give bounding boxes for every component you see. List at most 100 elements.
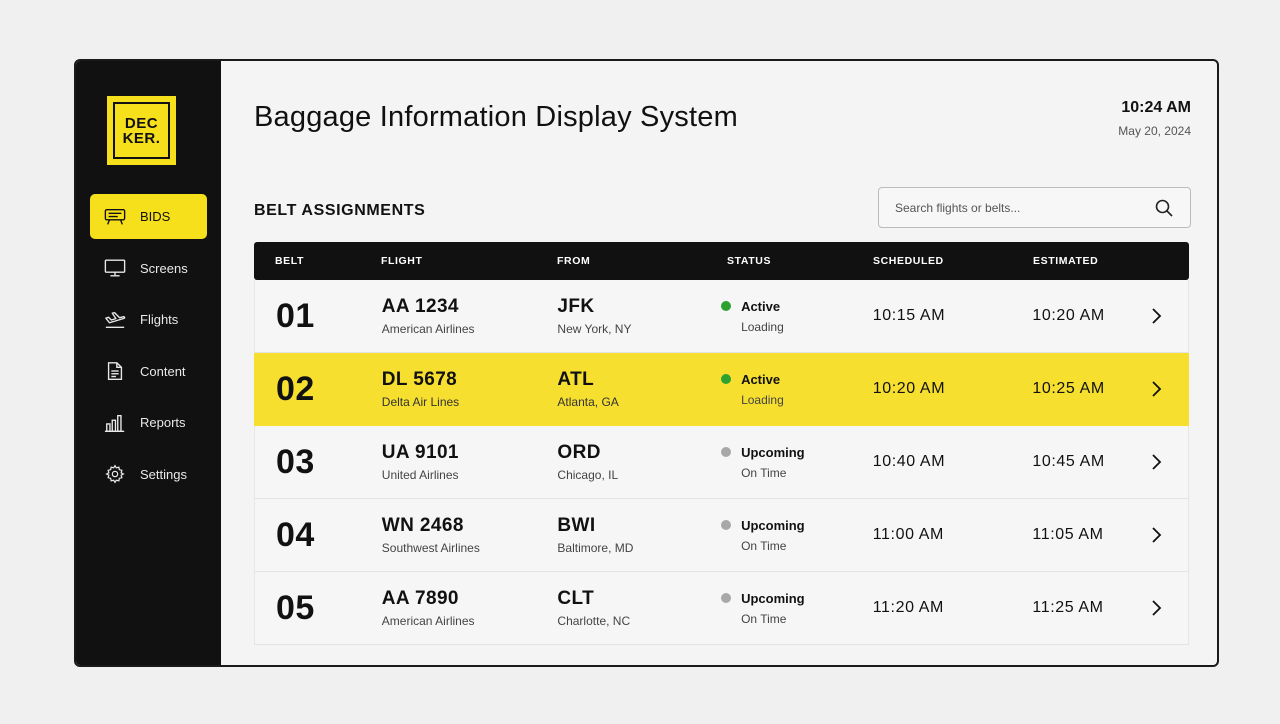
origin-code: ORD: [557, 442, 601, 463]
origin-code: CLT: [557, 588, 595, 609]
airline-name: American Airlines: [381, 614, 475, 628]
sidebar: DEC KER. BIDS Screens Flights: [76, 61, 221, 665]
status-detail: On Time: [741, 611, 787, 626]
logo-mark: DEC KER.: [113, 102, 170, 159]
sidebar-item-label: BIDS: [140, 209, 171, 224]
airline-name: United Airlines: [381, 468, 459, 482]
flight-number: AA 1234: [381, 296, 459, 317]
estimated-time: 10:45 AM: [1032, 453, 1105, 470]
chevron-right-icon[interactable]: [1123, 307, 1188, 325]
origin-city: Atlanta, GA: [557, 395, 619, 409]
sidebar-item-settings[interactable]: Settings: [90, 452, 207, 497]
display-board-icon: [103, 206, 127, 228]
estimated-time: 11:05 AM: [1032, 526, 1104, 543]
sidebar-nav: BIDS Screens Flights Content: [90, 194, 207, 503]
search-input[interactable]: [879, 199, 1154, 216]
sidebar-item-flights[interactable]: Flights: [90, 297, 207, 342]
column-header-scheduled[interactable]: SCHEDULED: [873, 255, 944, 267]
chevron-right-icon[interactable]: [1123, 453, 1188, 471]
chevron-right-icon[interactable]: [1123, 380, 1188, 398]
sidebar-item-bids[interactable]: BIDS: [90, 194, 207, 239]
status-detail: Loading: [741, 319, 784, 334]
estimated-time: 10:25 AM: [1032, 380, 1105, 397]
origin-city: Charlotte, NC: [557, 614, 631, 628]
status-dot: [721, 593, 732, 603]
status-dot: [721, 447, 732, 457]
status-label: Upcoming: [741, 590, 805, 606]
flight-number: WN 2468: [381, 515, 464, 536]
status-detail: On Time: [741, 538, 787, 553]
search-icon[interactable]: [1154, 198, 1174, 218]
chevron-right-icon[interactable]: [1123, 599, 1188, 617]
origin-city: New York, NY: [557, 322, 632, 336]
column-header-from[interactable]: FROM: [557, 255, 591, 267]
sidebar-item-label: Screens: [140, 260, 188, 276]
status-dot: [721, 301, 732, 311]
belt-number: 02: [276, 369, 315, 408]
status-label: Active: [741, 298, 781, 314]
sidebar-item-content[interactable]: Content: [90, 349, 207, 394]
sidebar-item-label: Settings: [140, 466, 187, 482]
belt-number: 03: [276, 442, 315, 481]
estimated-time: 11:25 AM: [1032, 599, 1104, 616]
status-label: Upcoming: [741, 517, 805, 533]
airline-name: Southwest Airlines: [381, 541, 480, 555]
status-detail: On Time: [741, 465, 787, 480]
origin-code: ATL: [557, 369, 595, 390]
origin-code: JFK: [557, 296, 595, 317]
origin-city: Chicago, IL: [557, 468, 619, 482]
logo-text-line2: KER.: [122, 129, 161, 147]
status-dot: [721, 520, 732, 530]
monitor-icon: [103, 257, 127, 279]
decker-logo[interactable]: DEC KER.: [107, 96, 176, 165]
status-detail: Loading: [741, 392, 784, 407]
belt-assignments-table: BELT FLIGHT FROM STATUS SCHEDULED ESTIMA…: [254, 242, 1189, 645]
scheduled-time: 10:40 AM: [872, 453, 946, 470]
belt-number: 04: [276, 515, 315, 554]
status-label: Active: [741, 371, 781, 387]
scheduled-time: 10:15 AM: [872, 307, 946, 324]
airline-name: American Airlines: [381, 322, 475, 336]
origin-city: Baltimore, MD: [557, 541, 634, 555]
page-title: Baggage Information Display System: [254, 101, 738, 133]
table-header: BELT FLIGHT FROM STATUS SCHEDULED ESTIMA…: [254, 242, 1189, 280]
airplane-landing-icon: [103, 309, 127, 331]
sidebar-item-label: Reports: [140, 415, 186, 430]
airline-name: Delta Air Lines: [381, 395, 460, 409]
sidebar-item-label: Content: [140, 363, 186, 379]
table-row[interactable]: 01 AA 1234 American Airlines JFK New Yor…: [254, 280, 1189, 353]
search-box: [878, 187, 1191, 228]
sidebar-item-label: Flights: [140, 312, 179, 327]
column-header-flight[interactable]: FLIGHT: [381, 255, 423, 267]
status-dot: [721, 374, 732, 384]
estimated-time: 10:20 AM: [1032, 307, 1105, 324]
table-row[interactable]: 05 AA 7890 American Airlines CLT Charlot…: [254, 572, 1189, 645]
origin-code: BWI: [557, 515, 596, 536]
table-row[interactable]: 03 UA 9101 United Airlines ORD Chicago, …: [254, 426, 1189, 499]
status-label: Upcoming: [741, 444, 805, 460]
scheduled-time: 11:20 AM: [872, 599, 944, 616]
scheduled-time: 11:00 AM: [872, 526, 944, 543]
flight-number: AA 7890: [381, 588, 459, 609]
column-header-status[interactable]: STATUS: [727, 255, 772, 267]
bar-chart-icon: [103, 412, 127, 434]
column-header-estimated[interactable]: ESTIMATED: [1033, 255, 1099, 267]
sidebar-item-screens[interactable]: Screens: [90, 246, 207, 291]
scheduled-time: 10:20 AM: [872, 380, 946, 397]
section-title: BELT ASSIGNMENTS: [254, 202, 426, 219]
belt-number: 01: [276, 296, 315, 335]
main-panel: Baggage Information Display System 10:24…: [221, 61, 1217, 665]
clock: 10:24 AM May 20, 2024: [1118, 99, 1191, 138]
flight-number: UA 9101: [381, 442, 459, 463]
gear-icon: [103, 463, 127, 485]
table-row-highlighted[interactable]: 02 DL 5678 Delta Air Lines ATL Atlanta, …: [254, 353, 1189, 426]
flight-number: DL 5678: [381, 369, 458, 390]
current-date: May 20, 2024: [1118, 124, 1191, 138]
table-row[interactable]: 04 WN 2468 Southwest Airlines BWI Baltim…: [254, 499, 1189, 572]
document-icon: [103, 360, 127, 382]
belt-number: 05: [276, 588, 315, 627]
chevron-right-icon[interactable]: [1123, 526, 1188, 544]
column-header-belt[interactable]: BELT: [275, 255, 305, 267]
sidebar-item-reports[interactable]: Reports: [90, 400, 207, 445]
current-time: 10:24 AM: [1121, 99, 1191, 116]
